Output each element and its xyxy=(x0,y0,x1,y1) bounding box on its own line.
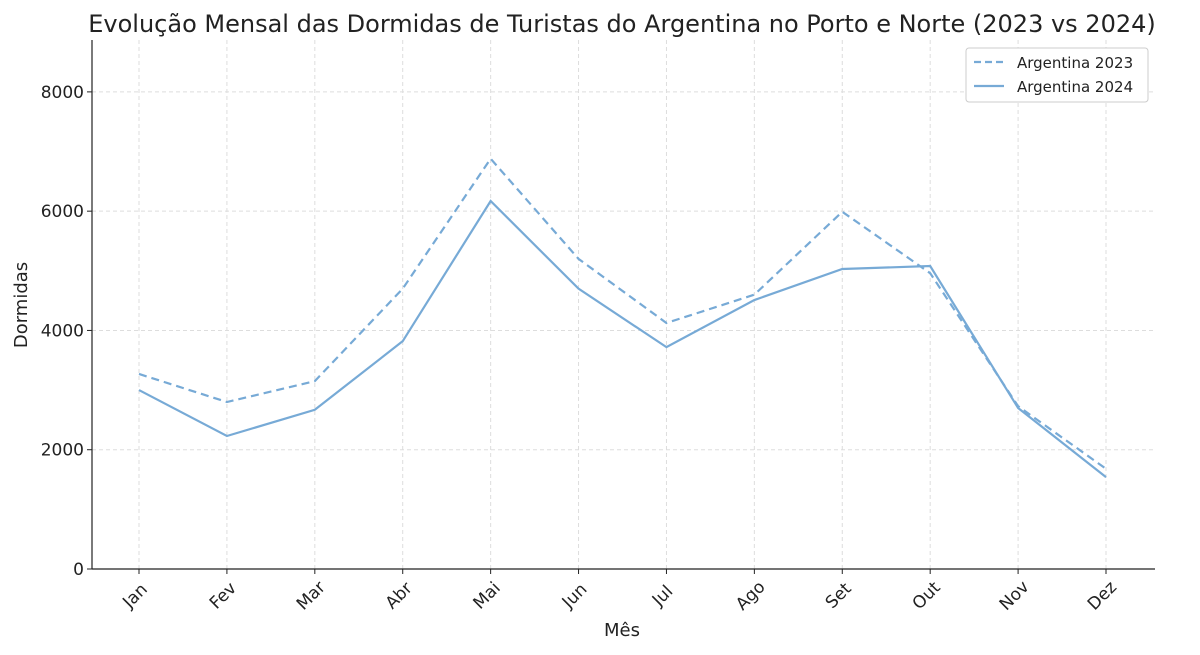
legend-label-2024: Argentina 2024 xyxy=(1017,78,1133,96)
series-line-argentina-2024 xyxy=(139,201,1106,477)
y-tick-label: 2000 xyxy=(41,441,84,461)
x-tick-label: Nov xyxy=(996,577,1034,615)
y-tick-label: 4000 xyxy=(41,321,84,341)
x-tick-label: Jan xyxy=(118,580,151,613)
grid xyxy=(92,40,1155,569)
x-tick-label: Set xyxy=(822,579,856,613)
x-tick-label: Mar xyxy=(293,578,330,615)
series-lines xyxy=(139,159,1106,478)
x-tick-label: Dez xyxy=(1084,577,1121,614)
axes: Jan Fev Mar Abr Mai Jun Jul Ago Set Out Nov Dez 0 200… xyxy=(41,40,1155,615)
legend: Argentina 2023 Argentina 2024 xyxy=(966,48,1148,102)
x-tick-label: Out xyxy=(909,578,945,614)
x-tick-label: Mai xyxy=(469,578,504,613)
chart-title: Evolução Mensal das Dormidas de Turistas… xyxy=(88,10,1156,38)
y-tick-label: 6000 xyxy=(41,202,84,222)
y-tick-label: 8000 xyxy=(41,83,84,103)
x-tick-label: Ago xyxy=(732,577,769,614)
legend-label-2023: Argentina 2023 xyxy=(1017,54,1133,72)
x-tick-label: Jun xyxy=(558,579,592,613)
x-tick-label: Jul xyxy=(648,582,677,611)
y-tick-label: 0 xyxy=(73,560,84,580)
x-axis-label: Mês xyxy=(604,620,640,641)
x-tick-label: Fev xyxy=(206,578,241,613)
x-tick-label: Abr xyxy=(382,578,417,613)
y-axis-label: Dormidas xyxy=(11,262,32,348)
